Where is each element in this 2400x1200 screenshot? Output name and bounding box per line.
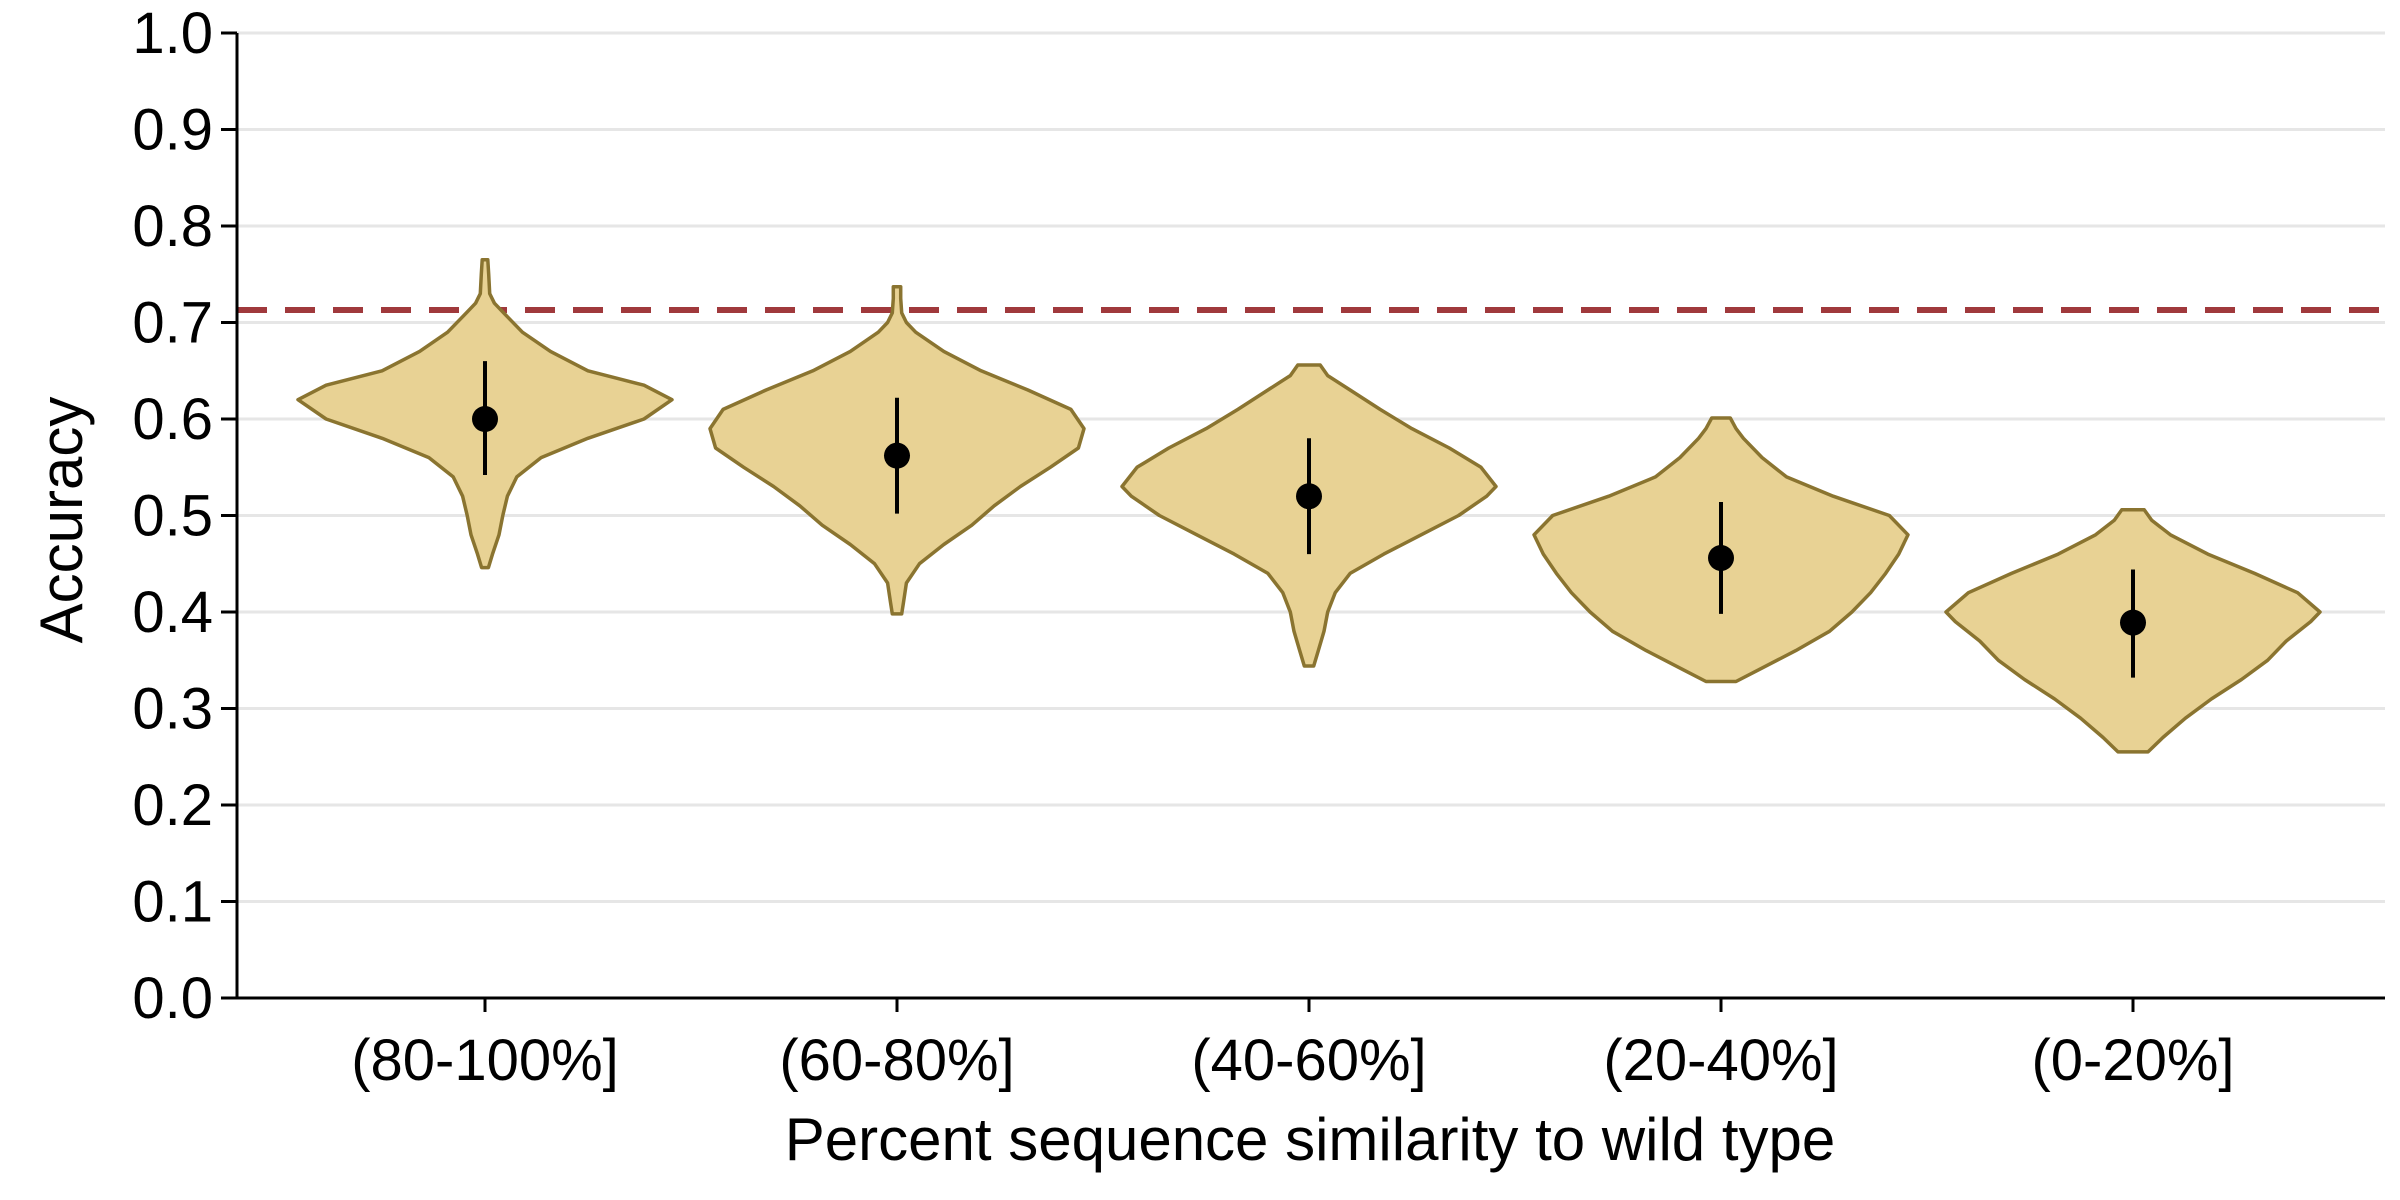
violin-group bbox=[296, 258, 674, 570]
mean-point bbox=[1708, 544, 1734, 571]
y-tick-label: 0.9 bbox=[132, 98, 213, 163]
x-tick-labels: (80-100%] (60-80%] (40-60%] (20-40%] (0-20%] bbox=[351, 1028, 2234, 1093]
axes bbox=[221, 31, 2385, 1012]
x-tick-label: (0-20%] bbox=[2031, 1028, 2234, 1093]
mean-point bbox=[2120, 609, 2146, 636]
y-tick-label: 0.6 bbox=[132, 387, 213, 452]
y-tick-label: 0.3 bbox=[132, 677, 213, 742]
mean-point bbox=[884, 442, 910, 469]
x-tick-label: (40-60%] bbox=[1191, 1028, 1426, 1093]
y-tick-label: 0.8 bbox=[132, 194, 213, 259]
violin-group bbox=[1532, 416, 1910, 684]
x-axis-title: Percent sequence similarity to wild type bbox=[785, 1106, 1835, 1173]
mean-point bbox=[472, 406, 498, 432]
y-tick-label: 0.1 bbox=[132, 870, 213, 935]
y-tick-label: 0.5 bbox=[132, 484, 213, 549]
violin-group bbox=[708, 285, 1086, 616]
violins bbox=[296, 258, 2322, 754]
y-tick-label: 0.2 bbox=[132, 773, 213, 838]
x-tick-label: (20-40%] bbox=[1603, 1028, 1838, 1093]
x-tick-label: (80-100%] bbox=[351, 1028, 619, 1093]
mean-point bbox=[1296, 483, 1322, 510]
x-tick-label: (60-80%] bbox=[779, 1028, 1014, 1093]
y-tick-label: 0.0 bbox=[132, 966, 213, 1031]
violin-group bbox=[1120, 363, 1498, 668]
y-axis-title: Accuracy bbox=[28, 397, 95, 644]
violin-group bbox=[1944, 507, 2322, 754]
y-tick-label: 0.7 bbox=[132, 291, 213, 356]
y-tick-label: 1.0 bbox=[132, 1, 213, 66]
y-tick-label: 0.4 bbox=[132, 580, 213, 645]
y-tick-labels: 0.0 0.1 0.2 0.3 0.4 0.5 0.6 0.7 0.8 0.9 1.0 bbox=[132, 1, 213, 1031]
